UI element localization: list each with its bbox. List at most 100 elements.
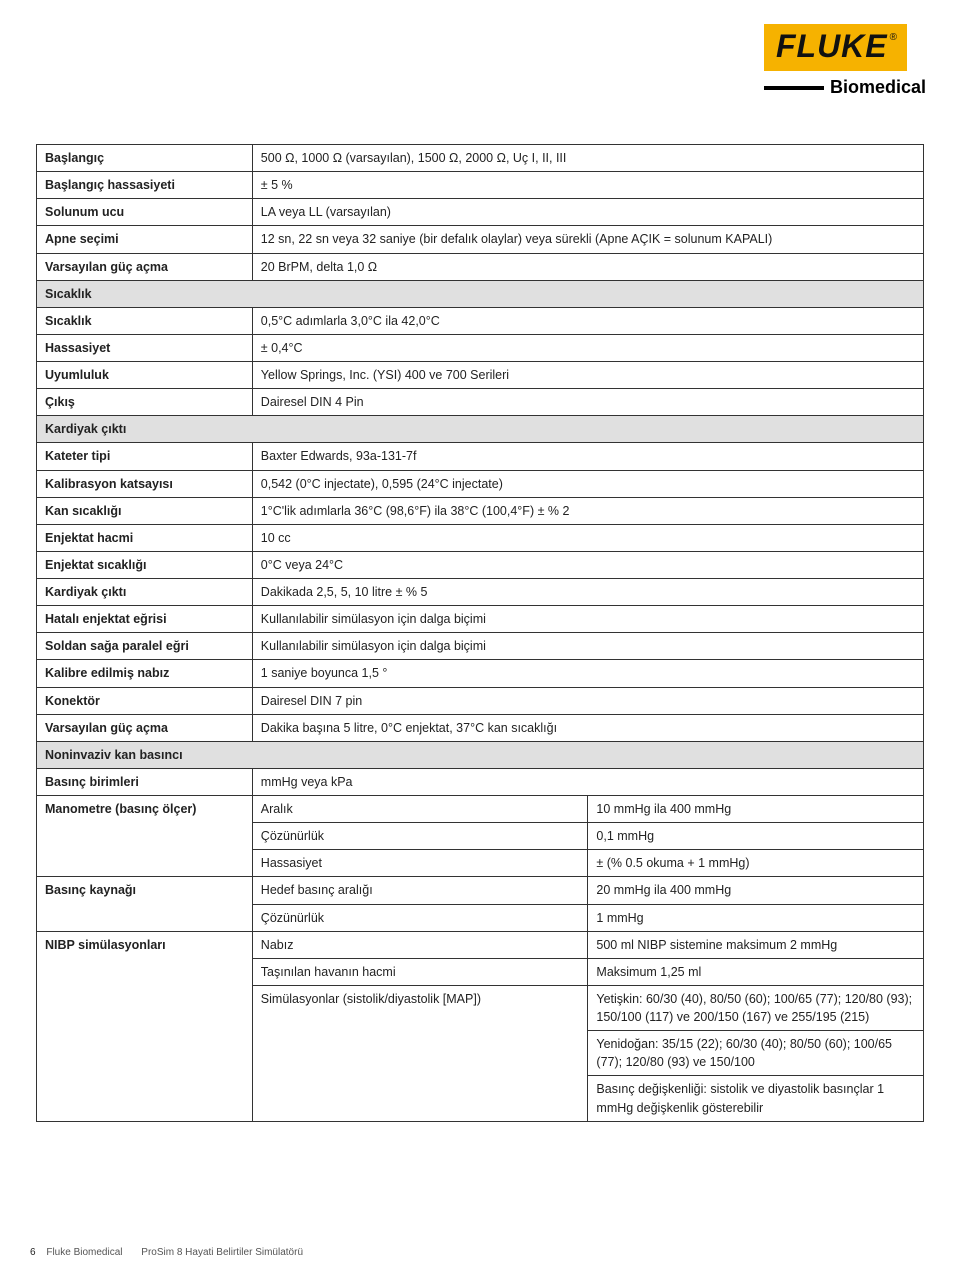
brand-subline: Biomedical	[764, 77, 926, 98]
spec-label: Enjektat hacmi	[37, 524, 253, 551]
spec-value: ± (% 0.5 okuma + 1 mmHg)	[588, 850, 924, 877]
table-row: Soldan sağa paralel eğriKullanılabilir s…	[37, 633, 924, 660]
table-row: Noninvaziv kan basıncı	[37, 741, 924, 768]
spec-value: 0,542 (0°C injectate), 0,595 (24°C injec…	[252, 470, 923, 497]
page-footer: 6 Fluke Biomedical ProSim 8 Hayati Belir…	[30, 1247, 303, 1258]
table-row: Kalibre edilmiş nabız1 saniye boyunca 1,…	[37, 660, 924, 687]
table-row: Apne seçimi12 sn, 22 sn veya 32 saniye (…	[37, 226, 924, 253]
table-row: Basınç kaynağıHedef basınç aralığı20 mmH…	[37, 877, 924, 904]
brand-logo: FLUKE®	[764, 24, 907, 71]
spec-sub-label: Nabız	[252, 931, 588, 958]
spec-value: Dakikada 2,5, 5, 10 litre ± % 5	[252, 579, 923, 606]
table-row: Başlangıç500 Ω, 1000 Ω (varsayılan), 150…	[37, 145, 924, 172]
table-row: Hassasiyet± 0,4°C	[37, 334, 924, 361]
brand-sub-rule	[764, 86, 824, 90]
table-row: NIBP simülasyonlarıNabız500 ml NIBP sist…	[37, 931, 924, 958]
table-row: Kardiyak çıktıDakikada 2,5, 5, 10 litre …	[37, 579, 924, 606]
table-row: Varsayılan güç açmaDakika başına 5 litre…	[37, 714, 924, 741]
spec-label: Sıcaklık	[37, 307, 253, 334]
spec-label: Enjektat sıcaklığı	[37, 551, 253, 578]
brand-logo-text: FLUKE	[776, 28, 888, 64]
table-row: Başlangıç hassasiyeti± 5 %	[37, 172, 924, 199]
section-header: Kardiyak çıktı	[37, 416, 924, 443]
spec-label: Soldan sağa paralel eğri	[37, 633, 253, 660]
spec-value: ± 5 %	[252, 172, 923, 199]
spec-label: Kardiyak çıktı	[37, 579, 253, 606]
spec-label: Basınç kaynağı	[37, 877, 253, 931]
spec-label: Manometre (basınç ölçer)	[37, 796, 253, 877]
spec-value: Maksimum 1,25 ml	[588, 958, 924, 985]
spec-value: ± 0,4°C	[252, 334, 923, 361]
spec-value: 500 Ω, 1000 Ω (varsayılan), 1500 Ω, 2000…	[252, 145, 923, 172]
spec-value: 12 sn, 22 sn veya 32 saniye (bir defalık…	[252, 226, 923, 253]
spec-value: 10 mmHg ila 400 mmHg	[588, 796, 924, 823]
spec-label: Varsayılan güç açma	[37, 253, 253, 280]
table-row: Kardiyak çıktı	[37, 416, 924, 443]
spec-sub-label: Hedef basınç aralığı	[252, 877, 588, 904]
spec-sub-label: Simülasyonlar (sistolik/diyastolik [MAP]…	[252, 985, 588, 1121]
spec-value: Baxter Edwards, 93a-131-7f	[252, 443, 923, 470]
brand-area: FLUKE® Biomedical	[764, 24, 926, 98]
section-header: Noninvaziv kan basıncı	[37, 741, 924, 768]
spec-value: 1 mmHg	[588, 904, 924, 931]
spec-sub-label: Taşınılan havanın hacmi	[252, 958, 588, 985]
table-row: Solunum ucuLA veya LL (varsayılan)	[37, 199, 924, 226]
footer-page-number: 6	[30, 1247, 36, 1258]
table-row: Kalibrasyon katsayısı0,542 (0°C injectat…	[37, 470, 924, 497]
spec-label: Kan sıcaklığı	[37, 497, 253, 524]
table-row: Enjektat sıcaklığı0°C veya 24°C	[37, 551, 924, 578]
spec-value: Dairesel DIN 7 pin	[252, 687, 923, 714]
table-row: Varsayılan güç açma20 BrPM, delta 1,0 Ω	[37, 253, 924, 280]
spec-label: Başlangıç	[37, 145, 253, 172]
spec-label: Konektör	[37, 687, 253, 714]
table-row: KonektörDairesel DIN 7 pin	[37, 687, 924, 714]
table-row: Hatalı enjektat eğrisiKullanılabilir sim…	[37, 606, 924, 633]
spec-label: Çıkış	[37, 389, 253, 416]
spec-value: Yetişkin: 60/30 (40), 80/50 (60); 100/65…	[588, 985, 924, 1030]
spec-label: Solunum ucu	[37, 199, 253, 226]
spec-sub-label: Hassasiyet	[252, 850, 588, 877]
spec-value: 1 saniye boyunca 1,5 °	[252, 660, 923, 687]
spec-label: Varsayılan güç açma	[37, 714, 253, 741]
spec-value: Dairesel DIN 4 Pin	[252, 389, 923, 416]
footer-company: Fluke Biomedical	[46, 1247, 122, 1258]
spec-table: Başlangıç500 Ω, 1000 Ω (varsayılan), 150…	[36, 144, 924, 1122]
brand-sub-text: Biomedical	[830, 77, 926, 97]
table-row: ÇıkışDairesel DIN 4 Pin	[37, 389, 924, 416]
spec-value: Yenidoğan: 35/15 (22); 60/30 (40); 80/50…	[588, 1031, 924, 1076]
table-row: UyumlulukYellow Springs, Inc. (YSI) 400 …	[37, 362, 924, 389]
footer-title: ProSim 8 Hayati Belirtiler Simülatörü	[141, 1247, 303, 1258]
table-row: Kateter tipiBaxter Edwards, 93a-131-7f	[37, 443, 924, 470]
spec-value: 10 cc	[252, 524, 923, 551]
spec-value: Kullanılabilir simülasyon için dalga biç…	[252, 606, 923, 633]
spec-label: Hassasiyet	[37, 334, 253, 361]
spec-label: Uyumluluk	[37, 362, 253, 389]
table-row: Manometre (basınç ölçer)Aralık10 mmHg il…	[37, 796, 924, 823]
section-header: Sıcaklık	[37, 280, 924, 307]
spec-value: LA veya LL (varsayılan)	[252, 199, 923, 226]
spec-label: Basınç birimleri	[37, 768, 253, 795]
spec-value: Yellow Springs, Inc. (YSI) 400 ve 700 Se…	[252, 362, 923, 389]
table-row: Kan sıcaklığı1°C'lik adımlarla 36°C (98,…	[37, 497, 924, 524]
spec-value: mmHg veya kPa	[252, 768, 923, 795]
spec-label: Hatalı enjektat eğrisi	[37, 606, 253, 633]
spec-label: Kalibrasyon katsayısı	[37, 470, 253, 497]
table-row: Sıcaklık0,5°C adımlarla 3,0°C ila 42,0°C	[37, 307, 924, 334]
table-row: Enjektat hacmi10 cc	[37, 524, 924, 551]
spec-value: 0,5°C adımlarla 3,0°C ila 42,0°C	[252, 307, 923, 334]
spec-value: 20 BrPM, delta 1,0 Ω	[252, 253, 923, 280]
spec-value: Basınç değişkenliği: sistolik ve diyasto…	[588, 1076, 924, 1121]
spec-value: 1°C'lik adımlarla 36°C (98,6°F) ila 38°C…	[252, 497, 923, 524]
spec-value: 20 mmHg ila 400 mmHg	[588, 877, 924, 904]
spec-label: NIBP simülasyonları	[37, 931, 253, 1121]
spec-sub-label: Çözünürlük	[252, 823, 588, 850]
spec-label: Başlangıç hassasiyeti	[37, 172, 253, 199]
spec-value: 0,1 mmHg	[588, 823, 924, 850]
spec-label: Apne seçimi	[37, 226, 253, 253]
spec-value: 500 ml NIBP sistemine maksimum 2 mmHg	[588, 931, 924, 958]
table-row: Sıcaklık	[37, 280, 924, 307]
spec-value: Dakika başına 5 litre, 0°C enjektat, 37°…	[252, 714, 923, 741]
table-row: Basınç birimlerimmHg veya kPa	[37, 768, 924, 795]
spec-value: Kullanılabilir simülasyon için dalga biç…	[252, 633, 923, 660]
spec-value: 0°C veya 24°C	[252, 551, 923, 578]
